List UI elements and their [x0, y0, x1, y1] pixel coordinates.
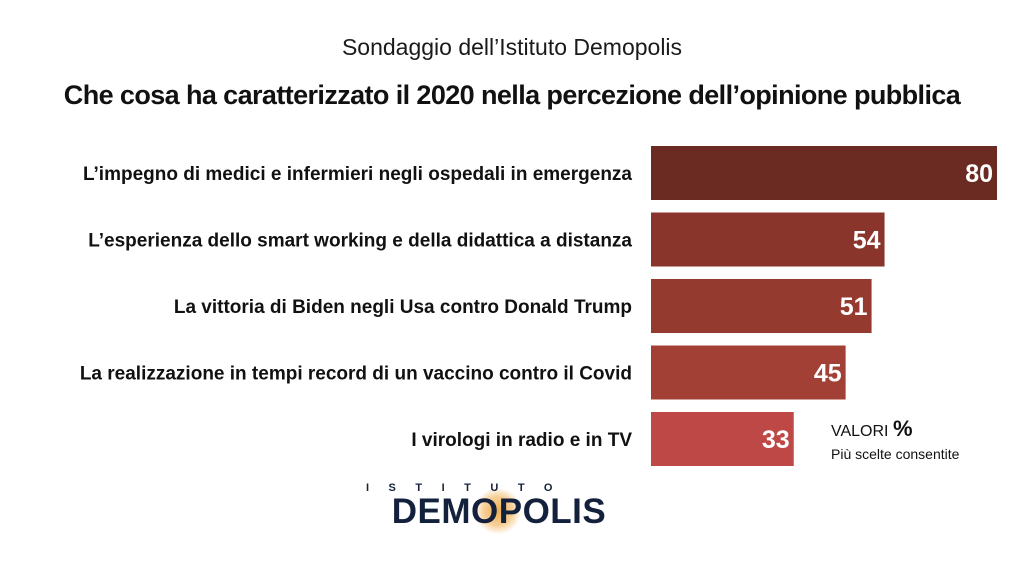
bar-4 [651, 345, 846, 400]
logo-glow [475, 488, 521, 534]
logo-top-text: ISTITUTO [366, 482, 572, 494]
value-label-2: 54 [853, 227, 881, 255]
value-label-1: 80 [965, 160, 993, 188]
multiple-choice-note: Più scelte consentite [831, 446, 960, 462]
category-label-2: L’esperienza dello smart working e della… [88, 231, 632, 252]
bar-5 [651, 412, 794, 466]
values-note-label: VALORI [831, 423, 889, 440]
value-label-5: 33 [762, 426, 790, 454]
category-label-1: L’impegno di medici e infermieri negli o… [83, 164, 632, 185]
bar-2 [651, 212, 885, 267]
value-label-4: 45 [814, 360, 842, 388]
logo-main-text: DEMOPOLIS [391, 492, 607, 531]
value-label-3: 51 [840, 293, 868, 321]
bar-1 [651, 146, 997, 200]
bar-3 [651, 279, 872, 333]
values-note: VALORI % [831, 416, 913, 442]
category-label-3: La vittoria di Biden negli Usa contro Do… [174, 297, 632, 318]
chart-subtitle: Sondaggio dell’Istituto Demopolis [341, 34, 683, 60]
chart-title: Che cosa ha caratterizzato il 2020 nella… [63, 80, 961, 110]
category-label-5: I virologi in radio e in TV [411, 430, 632, 451]
category-label-4: La realizzazione in tempi record di un v… [80, 364, 632, 385]
demopolis-logo: ISTITUTO DEMOPOLIS [360, 482, 638, 542]
values-note-percent: % [892, 416, 913, 441]
